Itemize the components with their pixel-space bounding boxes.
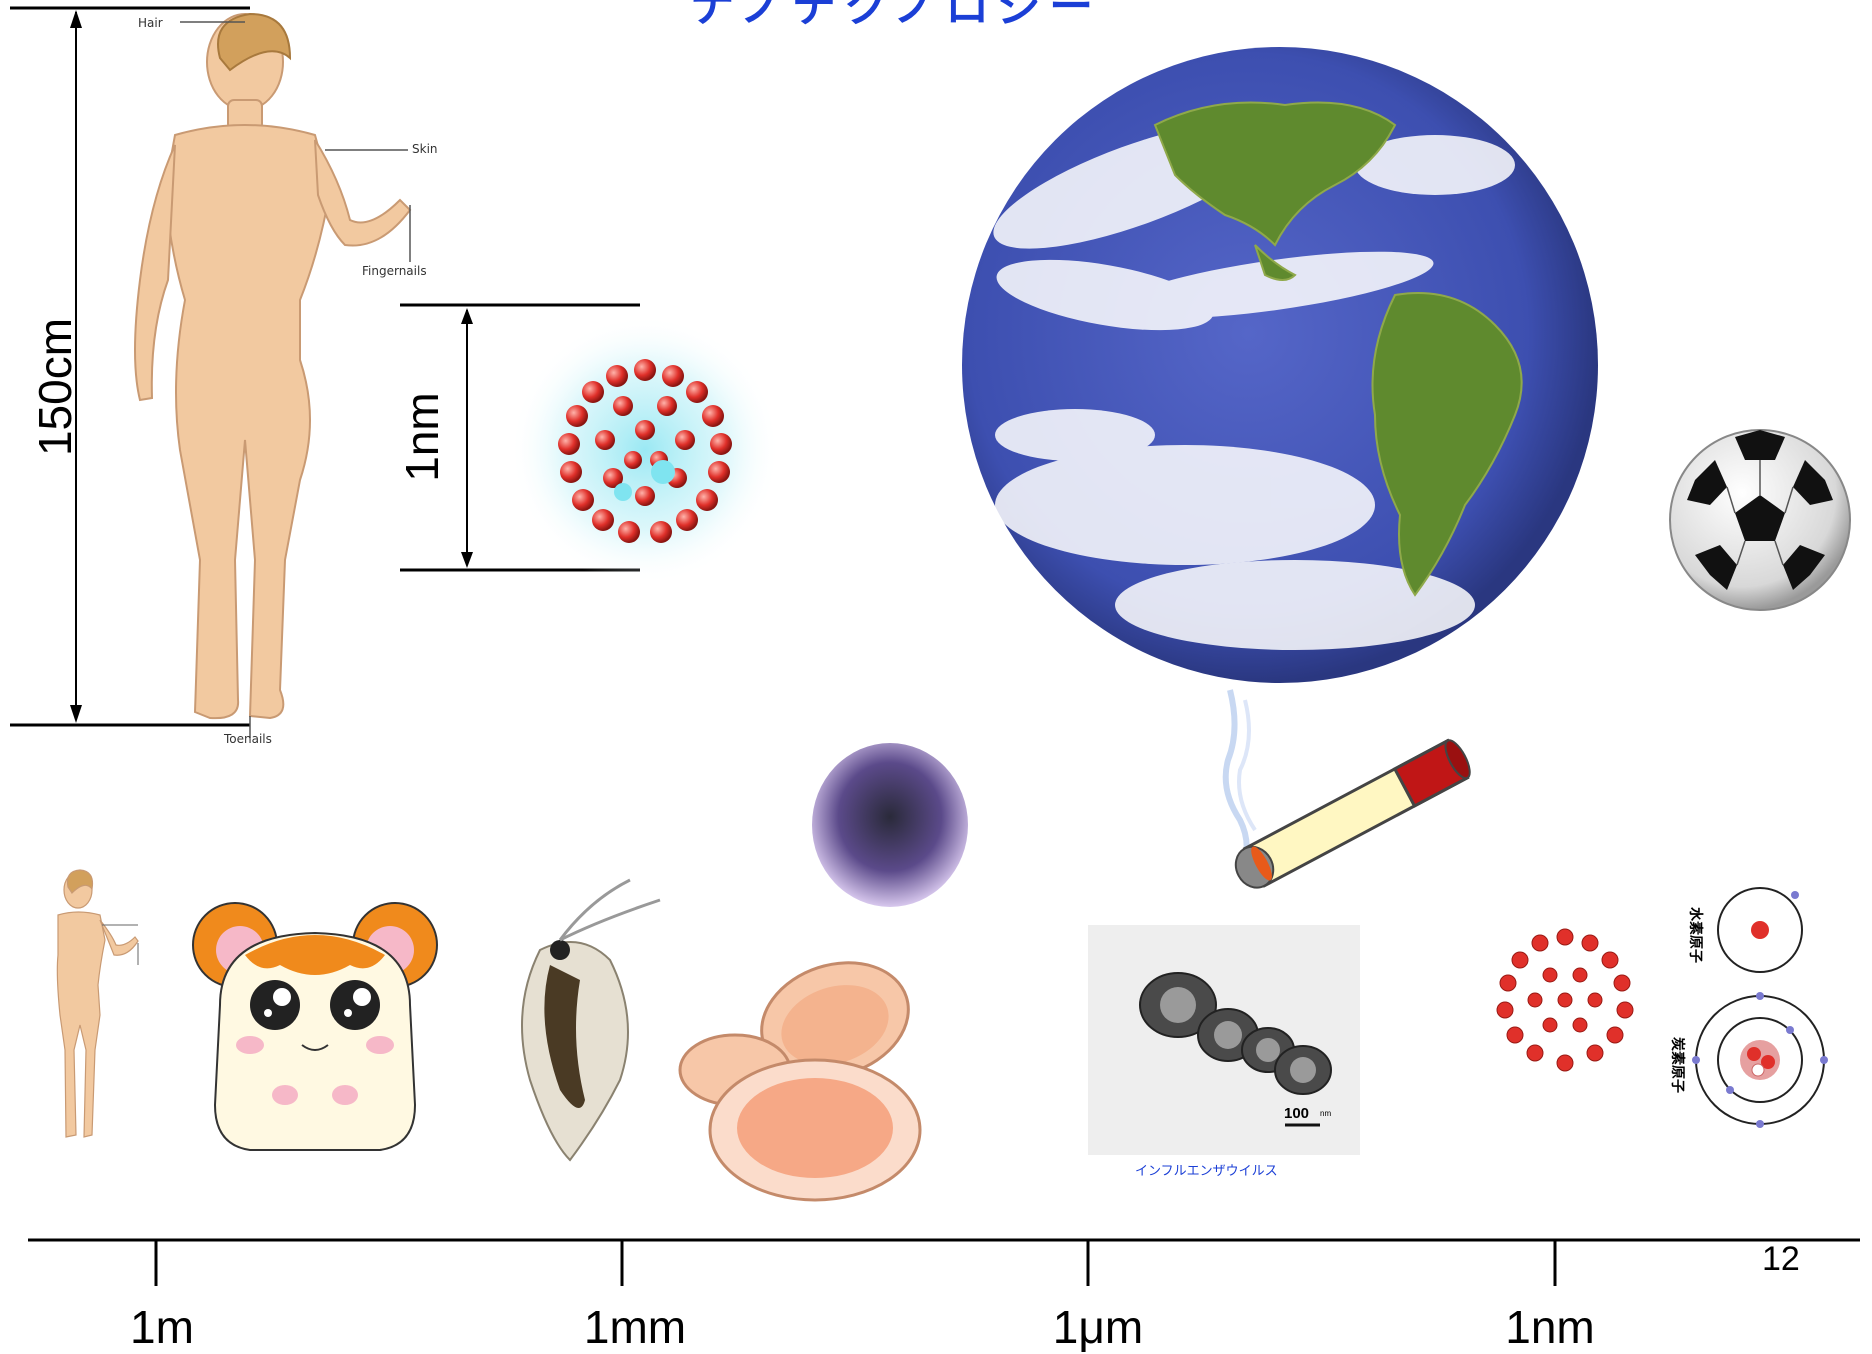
virus-caption: インフルエンザウイルス — [1135, 1164, 1278, 1179]
atom-hydrogen — [1717, 887, 1803, 973]
annotation-hair: Hair — [138, 16, 163, 30]
fullerene-small — [1496, 928, 1634, 1072]
water-flea — [521, 878, 661, 1162]
tick-label-1mm: 1mm — [583, 1301, 687, 1353]
tick-label-1nm: 1nm — [1505, 1301, 1595, 1353]
atom-carbon — [1692, 992, 1828, 1128]
height-label-150cm: 150cm — [29, 317, 81, 457]
earth-globe — [962, 47, 1598, 683]
soccer-ball — [1669, 429, 1851, 611]
scale-axis — [28, 1238, 1860, 1286]
hamster-cartoon — [192, 902, 438, 1151]
page-title-fragment: ナノテクノロジー — [690, 0, 1102, 31]
powder-compact — [678, 961, 922, 1202]
woman-figure-large — [10, 6, 412, 738]
virus-micrograph: 100 nm — [1088, 925, 1360, 1155]
cigarette — [1222, 689, 1471, 889]
virus-scale-bar-unit: nm — [1320, 1109, 1332, 1118]
tick-label-1um: 1μm — [1052, 1301, 1144, 1353]
fullerene-large — [510, 315, 780, 585]
virus-scale-bar-label: 100 — [1284, 1105, 1310, 1122]
pollen-particle — [812, 743, 968, 907]
annotation-toenails: Toenails — [224, 732, 272, 746]
annotation-fingernails: Fingernails — [362, 264, 427, 278]
tick-label-1m: 1m — [130, 1301, 194, 1353]
annotation-skin: Skin — [412, 142, 438, 156]
woman-figure-small — [56, 869, 139, 1138]
atom-carbon-label: 炭素原子 — [1669, 1037, 1685, 1093]
page-number: 12 — [1762, 1240, 1800, 1278]
atom-hydrogen-label: 水素原子 — [1687, 907, 1703, 963]
size-label-1nm: 1nm — [396, 392, 448, 482]
